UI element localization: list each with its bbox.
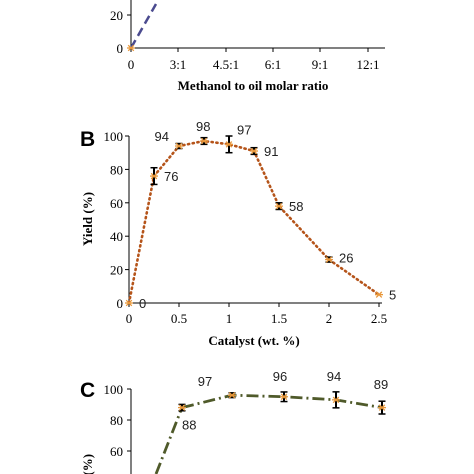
panel-b-data-label: 26 (339, 251, 353, 266)
panel-b-series-line (127, 139, 381, 305)
panel-b-data-label: 98 (196, 119, 210, 134)
panel-b-point (325, 256, 333, 263)
panel-b-x-axis-title: Catalyst (wt. %) (208, 333, 299, 348)
panel-b-y-tick-label: 0 (117, 296, 124, 311)
panel-a-x-tick-label: 0 (128, 57, 135, 72)
panel-b-data-label: 58 (289, 199, 303, 214)
panel-c-data-label: 97 (198, 374, 212, 389)
panel-c-point (332, 396, 340, 404)
panel-a-point (127, 44, 135, 52)
panel-b-x-tick-label: 2 (326, 311, 333, 326)
panel-b-x-tick-label: 0 (126, 311, 133, 326)
panel-b-point (125, 299, 133, 307)
panel-b: B 0 0.5 1 1.5 2 2.5 0 20 40 60 80 100 0 76 94 98 97 91 58… (80, 119, 396, 348)
panel-c-y-tick-label: 100 (104, 382, 124, 397)
panel-b-y-tick-label: 60 (110, 196, 123, 211)
panel-a-x-tick-label: 12:1 (356, 57, 379, 72)
panel-c-data-label: 96 (273, 369, 287, 384)
panel-a-x-tick-label: 6:1 (265, 57, 282, 72)
panel-c-y-axis-title: d (%) (80, 454, 95, 474)
panel-b-x-tick-label: 2.5 (371, 311, 387, 326)
panel-a-series-line (129, 3, 158, 49)
panel-b-data-label: 94 (155, 129, 169, 144)
panel-c-label: C (80, 379, 95, 402)
panel-b-data-label: 76 (164, 169, 178, 184)
panel-b-point (250, 147, 258, 155)
panel-b-data-label: 0 (139, 296, 146, 311)
panel-b-data-label: 91 (264, 144, 278, 159)
panel-b-label: B (80, 128, 95, 151)
panel-c-data-label: 88 (182, 418, 196, 433)
panel-b-y-tick-label: 20 (110, 263, 123, 278)
panel-c-y-tick-label: 60 (110, 444, 123, 459)
panel-c: C 60 80 100 88 97 96 94 89 d (%) (80, 369, 388, 474)
panel-b-point (375, 291, 383, 298)
panel-c-point (178, 404, 186, 411)
panel-b-x-tick-label: 1.5 (271, 311, 287, 326)
panel-a-y-tick-label: 20 (110, 8, 123, 23)
panel-b-y-tick-label: 80 (110, 162, 123, 177)
panel-b-y-tick-label: 100 (104, 129, 124, 144)
panel-c-point (378, 404, 386, 411)
panel-c-series-line-lead (154, 407, 184, 474)
panel-b-y-tick-label: 40 (110, 229, 123, 244)
panel-a-x-tick-label: 4.5:1 (213, 57, 239, 72)
panel-c-data-label: 94 (327, 369, 341, 384)
panel-a-x-tick-label: 9:1 (312, 57, 329, 72)
panel-b-data-label: 97 (237, 122, 251, 137)
panel-b-x-tick-label: 0.5 (171, 311, 187, 326)
panel-b-point (150, 172, 158, 180)
panel-b-data-label: 5 (389, 288, 396, 303)
panel-b-point (200, 137, 208, 145)
panel-b-point (275, 202, 283, 210)
panel-c-point (228, 391, 236, 399)
panel-b-y-axis-title: Yield (%) (80, 192, 95, 246)
panel-c-series-line (181, 393, 383, 409)
panel-c-y-tick-label: 80 (110, 413, 123, 428)
panel-a: 0 3:1 4.5:1 6:1 9:1 12:1 0 20 Methanol to oil m… (110, 0, 385, 93)
panel-c-point (280, 393, 288, 401)
panel-c-data-label: 89 (374, 377, 388, 392)
panel-b-x-tick-label: 1 (226, 311, 233, 326)
panel-a-x-axis-title: Methanol to oil molar ratio (178, 78, 329, 93)
panel-a-y-tick-label: 0 (117, 41, 124, 56)
panel-a-x-tick-label: 3:1 (170, 57, 187, 72)
panel-b-point (225, 141, 233, 148)
panel-b-point (175, 142, 183, 150)
